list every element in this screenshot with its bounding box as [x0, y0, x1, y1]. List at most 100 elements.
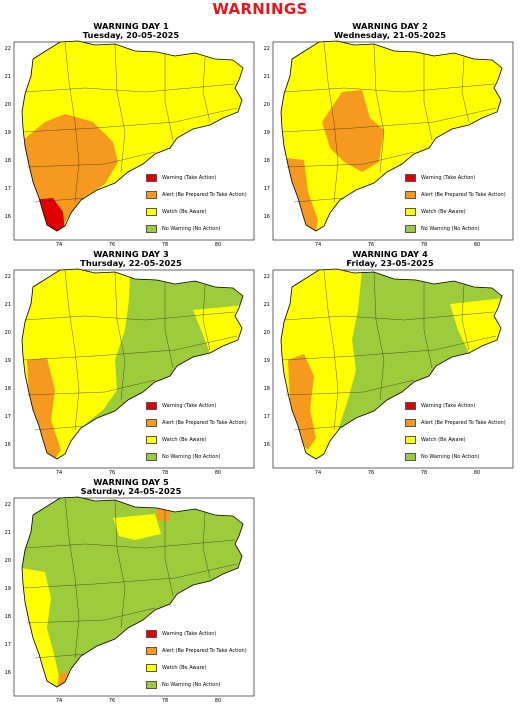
y-tick: 22 [264, 46, 270, 52]
warning-map: 74 76 78 80 22 21 20 19 18 17 16 [5, 496, 255, 704]
panel-date: Wednesday, 21-05-2025 [333, 30, 447, 40]
legend-label: Warning (Take Action) [421, 175, 476, 181]
y-tick: 22 [5, 46, 11, 52]
watch-area [22, 568, 61, 687]
panel-day-label: WARNING DAY 1 [93, 21, 169, 31]
legend-swatch [146, 647, 157, 655]
y-tick: 20 [5, 102, 11, 108]
panel-date: Saturday, 24-05-2025 [80, 486, 182, 496]
legend-label: Warning (Take Action) [162, 175, 217, 181]
warning-day-3-panel: WARNING DAY 3 Thursday, 22-05-2025 74 76… [5, 250, 257, 478]
x-tick-labels: 74 76 78 80 [315, 242, 480, 248]
x-tick: 74 [56, 242, 62, 248]
x-tick: 78 [162, 470, 168, 476]
x-tick-labels: 74 76 78 80 [56, 698, 221, 704]
map-legend: Warning (Take Action) Alert (Be Prepared… [405, 402, 513, 470]
legend-label: Warning (Take Action) [421, 403, 476, 409]
legend-item-warning: Warning (Take Action) [146, 174, 254, 191]
y-tick: 22 [5, 502, 11, 508]
y-tick: 21 [264, 74, 270, 80]
legend-label: Watch (Be Aware) [421, 437, 466, 443]
legend-swatch [405, 436, 416, 444]
legend-item-alert: Alert (Be Prepared To Take Action) [146, 419, 254, 436]
panel-day-label: WARNING DAY 3 [93, 249, 169, 259]
x-tick: 76 [109, 698, 115, 704]
warning-day-5-panel: WARNING DAY 5 Saturday, 24-05-2025 74 76… [5, 478, 257, 706]
x-tick-labels: 74 76 78 80 [56, 242, 221, 248]
legend-item-watch: Watch (Be Aware) [405, 436, 513, 453]
y-tick: 16 [5, 670, 11, 676]
alert-area [286, 158, 318, 231]
y-tick-labels: 22 21 20 19 18 17 16 [264, 274, 270, 448]
legend-label: Alert (Be Prepared To Take Action) [421, 420, 506, 426]
legend-swatch [146, 664, 157, 672]
x-tick: 80 [215, 242, 221, 248]
y-tick: 21 [5, 530, 11, 536]
y-tick-labels: 22 21 20 19 18 17 16 [264, 46, 270, 220]
y-tick: 19 [5, 130, 11, 136]
legend-label: No Warning (No Action) [162, 226, 221, 232]
y-tick: 18 [264, 158, 270, 164]
panel-date: Tuesday, 20-05-2025 [82, 30, 180, 40]
y-tick: 17 [5, 642, 11, 648]
legend-swatch [405, 402, 416, 410]
legend-label: No Warning (No Action) [421, 454, 480, 460]
y-tick: 17 [5, 186, 11, 192]
legend-label: Watch (Be Aware) [162, 209, 207, 215]
x-tick-labels: 74 76 78 80 [56, 470, 221, 476]
y-tick: 20 [264, 102, 270, 108]
legend-label: Warning (Take Action) [162, 403, 217, 409]
legend-label: No Warning (No Action) [162, 454, 221, 460]
warning-map: 74 76 78 80 22 21 20 19 18 17 16 [5, 268, 255, 476]
y-tick: 21 [5, 74, 11, 80]
x-tick: 76 [109, 470, 115, 476]
legend-swatch [146, 630, 157, 638]
alert-area [322, 90, 384, 172]
legend-item-warning: Warning (Take Action) [146, 402, 254, 419]
legend-item-no-warning: No Warning (No Action) [146, 225, 254, 242]
legend-item-no-warning: No Warning (No Action) [146, 681, 254, 698]
warning-day-2-panel: WARNING DAY 2 Wednesday, 21-05-2025 74 7… [264, 22, 516, 250]
panel-day-label: WARNING DAY 5 [93, 477, 169, 487]
legend-item-no-warning: No Warning (No Action) [405, 225, 513, 242]
panel-day-label: WARNING DAY 4 [352, 249, 428, 259]
legend-label: Alert (Be Prepared To Take Action) [421, 192, 506, 198]
y-tick: 19 [264, 358, 270, 364]
legend-label: Watch (Be Aware) [421, 209, 466, 215]
y-tick-labels: 22 21 20 19 18 17 16 [5, 46, 11, 220]
x-tick: 78 [162, 698, 168, 704]
y-tick: 17 [264, 414, 270, 420]
legend-swatch [146, 225, 157, 233]
y-tick: 20 [5, 330, 11, 336]
y-tick: 16 [5, 442, 11, 448]
legend-item-warning: Warning (Take Action) [405, 402, 513, 419]
legend-item-no-warning: No Warning (No Action) [405, 453, 513, 470]
x-tick: 74 [315, 242, 321, 248]
map-legend: Warning (Take Action) Alert (Be Prepared… [146, 402, 254, 470]
warning-map: 74 76 78 80 22 21 20 19 18 17 16 [264, 40, 514, 248]
y-tick: 18 [264, 386, 270, 392]
legend-label: Alert (Be Prepared To Take Action) [162, 648, 247, 654]
y-tick-labels: 22 21 20 19 18 17 16 [5, 502, 11, 676]
x-tick: 80 [474, 242, 480, 248]
x-tick: 74 [315, 470, 321, 476]
y-tick: 20 [264, 330, 270, 336]
panel-date: Friday, 23-05-2025 [346, 258, 434, 268]
x-tick: 78 [162, 242, 168, 248]
legend-swatch [405, 174, 416, 182]
x-tick: 74 [56, 470, 62, 476]
warning-day-1-panel: WARNING DAY 1 Tuesday, 20-05-2025 74 76 … [5, 22, 257, 250]
y-tick: 17 [5, 414, 11, 420]
map-legend: Warning (Take Action) Alert (Be Prepared… [146, 174, 254, 242]
y-tick: 22 [5, 274, 11, 280]
legend-swatch [405, 225, 416, 233]
legend-item-alert: Alert (Be Prepared To Take Action) [146, 191, 254, 208]
watch-area [450, 298, 502, 353]
legend-swatch [405, 208, 416, 216]
y-tick: 19 [264, 130, 270, 136]
legend-item-warning: Warning (Take Action) [405, 174, 513, 191]
x-tick: 80 [474, 470, 480, 476]
legend-label: No Warning (No Action) [421, 226, 480, 232]
legend-label: Watch (Be Aware) [162, 437, 207, 443]
warning-day-4-panel: WARNING DAY 4 Friday, 23-05-2025 74 76 7… [264, 250, 516, 478]
